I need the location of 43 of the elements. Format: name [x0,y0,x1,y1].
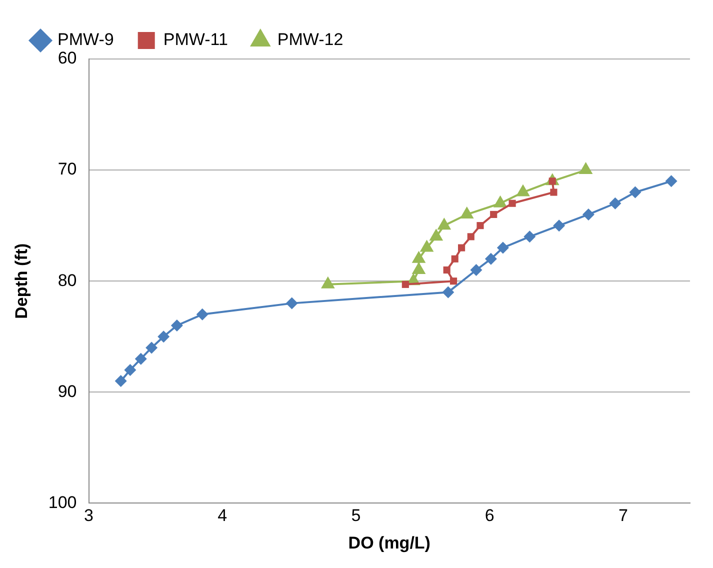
point [450,278,458,285]
point [458,244,466,252]
point [286,297,298,310]
legend-label: PMW-12 [277,30,344,50]
point [508,200,516,207]
point [524,230,536,243]
point [196,308,208,320]
point [490,210,498,218]
point [467,233,474,240]
point [629,186,642,198]
point [470,264,482,276]
point [665,175,678,188]
point [484,252,497,265]
point [443,266,450,274]
point [134,352,147,365]
point [553,220,566,232]
point [114,375,127,388]
point [170,320,183,332]
y-tick-label: 60 [58,48,77,68]
point [124,364,136,376]
point [442,286,454,298]
point [496,242,509,254]
point [146,342,158,354]
y-tick-label: 80 [58,270,77,290]
y-tick-label: 70 [58,160,77,179]
x-tick-label: 3 [84,506,94,526]
x-axis-title: DO (mg/L) [348,533,430,552]
x-tick-label: 7 [618,506,628,526]
x-tick-label: 4 [218,506,228,526]
legend-label: PMW-11 [163,30,228,50]
point [609,197,622,210]
legend-label: PMW-9 [58,30,114,50]
x-tick-label: 6 [484,506,494,526]
x-tick-label: 5 [351,506,361,526]
point [402,280,409,288]
point [582,208,594,220]
point [158,330,170,343]
point [476,222,484,230]
y-axis-title: Depth (ft) [12,243,31,319]
point [550,188,558,196]
point [451,255,458,262]
y-tick-label: 90 [58,382,77,401]
y-tick-label: 100 [48,492,77,512]
